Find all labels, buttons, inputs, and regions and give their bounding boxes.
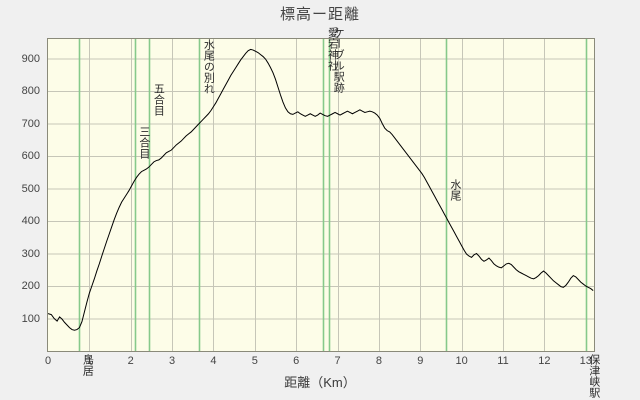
plot-svg: [48, 39, 594, 351]
marker-label-愛宕神社: 愛宕神社: [326, 26, 339, 71]
gridlines: [48, 39, 594, 351]
marker-label-水尾: 水尾: [448, 179, 461, 202]
x-tick-5: 5: [251, 355, 258, 367]
y-tick-300: 300: [21, 247, 40, 260]
y-tick-500: 500: [21, 182, 40, 195]
y-tick-600: 600: [21, 150, 40, 162]
x-tick-7: 7: [334, 355, 341, 367]
elevation-line: [48, 48, 594, 331]
y-tick-900: 900: [21, 52, 40, 65]
x-tick-6: 6: [293, 355, 300, 367]
plot-area: 三合目 五合目 水尾の別れ 愛宕神社 ケーブル駅跡水尾: [47, 27, 595, 352]
x-axis-title: 距離（Km）: [284, 375, 356, 390]
x-tick-11: 11: [497, 355, 509, 367]
x-tick-8: 8: [375, 355, 382, 367]
x-tick-13: 13: [579, 355, 592, 367]
x-tick-2: 2: [127, 355, 134, 367]
marker-label-五合目: 五合目: [152, 82, 165, 116]
y-tick-700: 700: [21, 117, 40, 130]
marker-lines: [78, 39, 588, 351]
x-tick-10: 10: [455, 355, 468, 367]
chart-title: 標高ー距離: [279, 6, 360, 23]
y-tick-400: 400: [21, 215, 40, 227]
marker-label-水尾の別れ: 水尾の別れ: [202, 39, 215, 94]
marker-label-鳥居: 鳥居: [81, 354, 94, 376]
y-tick-200: 200: [21, 280, 40, 292]
x-tick-0: 0: [44, 355, 52, 367]
x-tick-3: 3: [169, 355, 176, 367]
x-tick-12: 12: [538, 355, 551, 367]
x-tick-1: 1: [86, 355, 93, 367]
x-tick-9: 9: [417, 355, 424, 367]
x-tick-4: 4: [210, 355, 217, 367]
y-tick-800: 800: [21, 85, 40, 97]
marker-label-ケーブル駅跡: ケーブル駅跡: [332, 26, 345, 93]
y-tick-100: 100: [21, 312, 40, 325]
marker-label-保津峡駅: 保津峡駅: [587, 354, 600, 398]
marker-label-三合目: 三合目: [137, 126, 150, 160]
